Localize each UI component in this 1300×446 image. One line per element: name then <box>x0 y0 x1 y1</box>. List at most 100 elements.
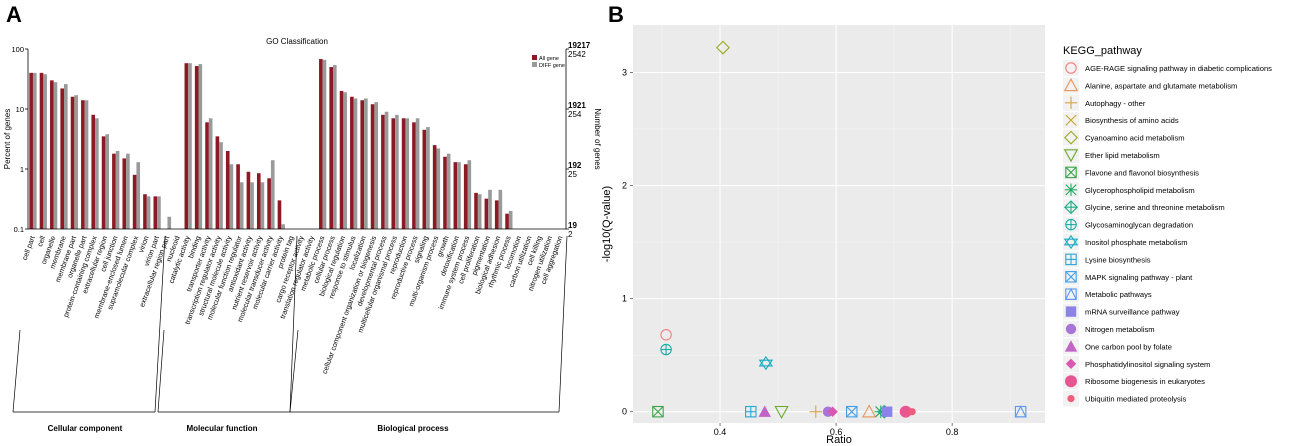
kegg-legend-key <box>1064 287 1078 300</box>
marker-x-b <box>1065 271 1077 283</box>
marker-square-outline <box>745 405 757 418</box>
kegg-legend-key <box>1065 62 1077 74</box>
go-group-bracket-cellular-component <box>12 235 166 413</box>
kegg-legend-key <box>1064 200 1078 215</box>
kegg-legend-label: Inositol phosphate metabolism <box>1085 238 1188 247</box>
bar-diff-gene <box>353 98 358 229</box>
marker-circle-filled <box>1065 323 1077 335</box>
bar-all-gene <box>443 156 447 229</box>
bar-diff-gene <box>136 162 141 229</box>
go-group-bracket-molecular-function <box>157 235 298 413</box>
kegg-legend-key-bg <box>1063 129 1079 146</box>
bar-all-gene <box>412 122 416 229</box>
legend-swatch-diff-gene <box>532 62 537 67</box>
bar-diff-gene <box>115 150 120 229</box>
marker-circle-outline <box>660 343 672 356</box>
kegg-legend-label: mRNA surveillance pathway <box>1085 308 1180 317</box>
go-y-axis-title: Percent of genes <box>3 109 12 169</box>
marker-diamond-filled <box>827 406 838 417</box>
bar-all-gene <box>391 118 396 229</box>
kegg-legend-label: One carbon pool by folate <box>1085 342 1172 351</box>
bar-all-gene <box>70 96 75 229</box>
kegg-data-point <box>715 40 730 55</box>
kegg-data-point <box>1014 405 1027 418</box>
marker-triangle-filled <box>1064 340 1078 352</box>
kegg-legend-key-bg <box>1063 147 1079 163</box>
kegg-legend-label: MAPK signaling pathway - plant <box>1085 273 1193 282</box>
bar-diff-gene <box>446 153 451 229</box>
bar-all-gene <box>505 213 509 229</box>
go-group-label-molecular-function: Molecular function <box>186 424 257 433</box>
kegg-legend-key <box>1064 130 1078 145</box>
kegg-data-point <box>758 355 774 371</box>
bar-all-gene <box>112 153 116 229</box>
kegg-y-tick-label: 0 <box>622 407 627 417</box>
bar-diff-gene <box>322 59 327 229</box>
go-y-tick-label: 1 <box>20 165 24 174</box>
kegg-y-tick-label: 1 <box>622 294 627 304</box>
bar-all-gene <box>370 104 375 229</box>
go-y-tick-label: 100 <box>11 45 24 54</box>
bar-all-gene <box>29 72 33 229</box>
bar-all-gene <box>143 194 147 229</box>
bar-diff-gene <box>84 100 89 229</box>
bar-diff-gene <box>415 118 420 229</box>
kegg-legend-label: Alanine, aspartate and glutamate metabol… <box>1085 81 1237 90</box>
bar-diff-gene <box>498 189 503 229</box>
kegg-data-point <box>899 405 912 418</box>
kegg-y-axis-title: -log10(Q-value) <box>601 186 613 262</box>
bar-diff-gene <box>457 162 461 229</box>
kegg-legend-key <box>1065 306 1077 317</box>
kegg-legend-key <box>1065 166 1077 179</box>
kegg-legend-key <box>1065 375 1077 388</box>
go-category-label: cell part <box>20 235 37 262</box>
kegg-legend: KEGG_pathway AGE-RAGE signaling pathway i… <box>1063 45 1272 407</box>
go-category-label: cell <box>35 234 47 248</box>
marker-diamond-outline <box>1064 130 1078 145</box>
bar-all-gene <box>329 67 334 229</box>
go-right-count-all: 192 <box>568 161 582 170</box>
bar-diff-gene <box>126 153 130 229</box>
kegg-legend-label: Ribosome biogenesis in eukaryotes <box>1085 377 1205 386</box>
kegg-legend-title: KEGG_pathway <box>1063 45 1142 57</box>
marker-star-down <box>758 359 774 371</box>
bar-all-gene <box>184 63 189 229</box>
bar-diff-gene <box>250 182 254 229</box>
bar-diff-gene <box>436 148 441 229</box>
marker-circle-outline <box>660 329 672 341</box>
bar-diff-gene <box>188 63 192 229</box>
marker-circle-outline <box>1065 62 1077 74</box>
bar-all-gene <box>267 178 271 229</box>
legend-label-all-gene: All gene <box>539 56 559 62</box>
kegg-legend-label: Biosynthesis of amino acids <box>1085 116 1179 125</box>
kegg-y-tick-label: 2 <box>622 181 627 191</box>
kegg-scatter-chart: 0.4 0.6 0.8 0 1 2 3 Ratio -log10(Q-value) KEGG_pa… <box>601 25 1272 446</box>
go-group-label-cellular-component: Cellular component <box>48 424 123 433</box>
bar-diff-gene <box>364 98 368 229</box>
bar-all-gene <box>81 100 85 229</box>
bar-diff-gene <box>343 92 347 229</box>
marker-diamond-filled <box>1065 358 1077 369</box>
bar-diff-gene <box>53 82 58 229</box>
kegg-legend-key <box>1065 358 1077 369</box>
bar-diff-gene <box>395 114 399 229</box>
bar-all-gene <box>225 150 230 229</box>
kegg-legend-label: Glycerophospholipid metabolism <box>1085 186 1195 195</box>
bar-all-gene <box>91 114 96 229</box>
marker-x-b <box>846 406 858 418</box>
bar-all-gene <box>484 198 489 229</box>
bar-diff-gene <box>508 210 513 229</box>
bar-diff-gene <box>146 196 151 229</box>
bar-all-gene <box>60 88 65 229</box>
marker-x-b <box>652 406 664 418</box>
kegg-legend-key <box>1064 183 1078 197</box>
bar-diff-gene <box>467 160 472 229</box>
kegg-legend-key <box>1065 271 1077 283</box>
kegg-legend-key <box>1063 78 1079 92</box>
bar-diff-gene <box>157 196 161 229</box>
marker-triangle-inner <box>1014 405 1027 418</box>
go-chart-title: GO Classification <box>266 37 328 46</box>
kegg-data-point <box>745 405 757 418</box>
bar-diff-gene <box>219 142 223 229</box>
